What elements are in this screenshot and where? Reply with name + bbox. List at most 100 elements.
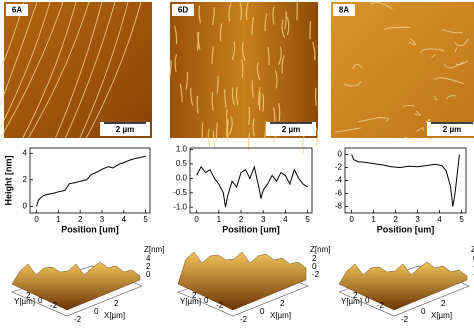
label-box <box>333 4 355 16</box>
texture <box>408 38 416 46</box>
texture <box>85 1 142 139</box>
texture <box>251 80 254 99</box>
x-tick-label: 2 <box>393 215 398 224</box>
x-tick-label: 3 <box>415 215 420 224</box>
y-tick-label: 0.5 <box>176 159 188 168</box>
texture <box>248 106 251 126</box>
y-tick-label: 4 <box>23 148 28 157</box>
texture <box>216 75 219 94</box>
texture <box>196 95 199 114</box>
z-tick-label: 0 <box>146 270 151 279</box>
texture <box>443 61 464 69</box>
label-box <box>172 4 194 16</box>
panel-label: 8A <box>339 6 349 15</box>
x-tick-label: 2 <box>78 215 83 224</box>
texture <box>272 6 275 25</box>
texture <box>284 11 287 30</box>
texture <box>0 1 64 139</box>
scale-bar-label: 2 µm <box>282 125 300 134</box>
y-tick-label: 1.0 <box>176 145 188 154</box>
texture <box>231 41 236 60</box>
texture <box>343 80 363 87</box>
y-tick-label: -2 <box>335 163 343 172</box>
x-tick-label: 1 <box>217 215 222 224</box>
profile-line <box>36 155 146 207</box>
texture <box>252 118 255 137</box>
scale-bar-box <box>266 122 316 136</box>
y-tick-label: 0 <box>365 296 370 305</box>
profile-line <box>351 154 460 207</box>
texture <box>358 116 381 123</box>
x-tick-label: 4 <box>122 215 127 224</box>
plot-frame <box>344 147 467 214</box>
x-tick-label: 0 <box>94 307 99 316</box>
panel-label: 6D <box>178 6 188 15</box>
x-tick-label: 0 <box>260 307 265 316</box>
z-tick-label: 4 <box>146 254 151 263</box>
texture <box>251 16 255 36</box>
texture <box>231 87 236 106</box>
texture <box>257 87 261 106</box>
x-tick-label: -2 <box>240 315 248 324</box>
x-tick-label: -2 <box>401 315 409 324</box>
texture <box>228 2 232 22</box>
texture <box>383 26 410 31</box>
x-tick-label: 0 <box>421 307 426 316</box>
z-axis-label: Z[nm] <box>471 245 474 254</box>
texture <box>248 132 251 151</box>
texture <box>402 104 415 107</box>
y-tick-label: -1.0 <box>173 202 187 211</box>
x-tick-label: 3 <box>261 215 266 224</box>
x-axis-label: Position [um] <box>377 224 435 234</box>
y-tick-label: -4 <box>335 176 343 185</box>
texture <box>309 21 312 40</box>
label-box <box>6 4 28 16</box>
texture <box>179 83 183 102</box>
texture <box>256 61 261 81</box>
texture <box>229 116 233 135</box>
texture <box>174 53 178 73</box>
texture <box>27 1 90 139</box>
x-axis-label: Position [um] <box>61 224 119 234</box>
texture <box>64 1 116 139</box>
texture <box>314 87 317 106</box>
texture <box>241 42 246 61</box>
texture <box>380 117 389 123</box>
x-axis-label: X[µm] <box>270 311 291 320</box>
y-tick-label: 2 <box>26 291 31 300</box>
texture <box>196 32 199 51</box>
texture <box>79 1 129 139</box>
texture <box>207 128 211 147</box>
texture <box>258 92 261 111</box>
scale-bar-label: 2 µm <box>443 125 461 134</box>
y-tick-label: -6 <box>335 189 343 198</box>
texture <box>312 41 316 61</box>
texture <box>224 89 227 108</box>
texture <box>198 5 202 24</box>
texture <box>174 25 178 45</box>
y-axis-label: Height [nm] <box>3 156 13 206</box>
texture <box>245 1 249 21</box>
plot-frame <box>189 147 313 214</box>
y-tick-label: 0 <box>338 150 343 159</box>
x-tick-label: 2 <box>280 299 285 308</box>
texture <box>419 48 445 53</box>
x-tick-label: -2 <box>74 315 82 324</box>
texture <box>267 47 270 66</box>
texture <box>241 59 244 78</box>
texture <box>22 1 77 139</box>
x-tick-label: 0 <box>194 215 199 224</box>
y-tick-label: -2 <box>377 301 385 310</box>
texture <box>274 70 278 89</box>
afm-image <box>4 2 152 138</box>
texture <box>235 87 239 106</box>
x-tick-label: 2 <box>239 215 244 224</box>
z-axis-label: Z[nm] <box>144 245 164 254</box>
texture <box>281 19 286 38</box>
x-axis-label: X[µm] <box>104 311 125 320</box>
z-tick-label: 2 <box>312 254 317 263</box>
x-tick-label: 1 <box>56 215 61 224</box>
texture <box>264 12 268 32</box>
x-axis-label: X[µm] <box>431 311 452 320</box>
texture <box>434 95 438 101</box>
